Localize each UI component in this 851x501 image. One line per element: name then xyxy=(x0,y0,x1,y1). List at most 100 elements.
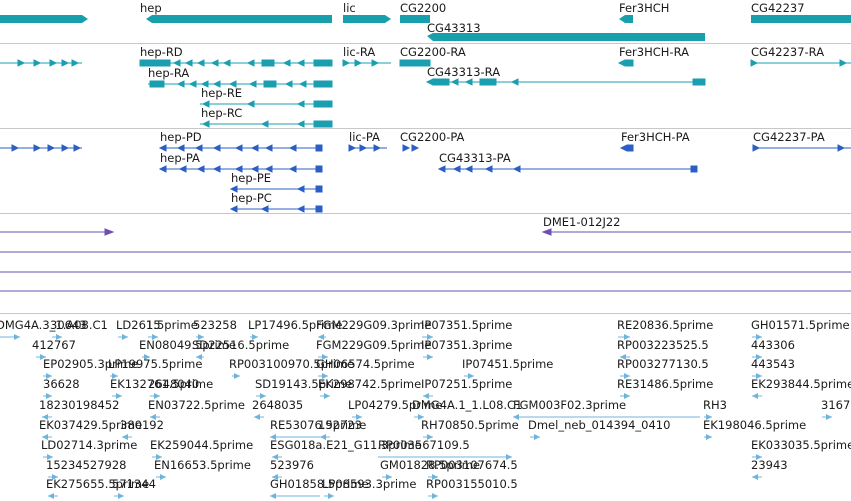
est-feature[interactable] xyxy=(150,414,160,420)
transcript-track: hep-RD hep-RA hep-RE hep-RC lic-RA CG220… xyxy=(0,44,851,128)
est-feature[interactable] xyxy=(464,373,474,379)
est-feature[interactable] xyxy=(428,474,438,480)
est-feature[interactable] xyxy=(422,334,433,340)
est-feature[interactable] xyxy=(43,393,52,399)
gene-cg2200-bar[interactable] xyxy=(400,15,430,23)
est-feature[interactable] xyxy=(378,454,512,460)
est-feature[interactable] xyxy=(156,474,166,480)
est-feature[interactable] xyxy=(618,334,630,340)
est-feature[interactable] xyxy=(530,434,540,440)
gene-bar[interactable] xyxy=(0,15,88,23)
est-feature[interactable] xyxy=(620,373,630,379)
est-feature[interactable] xyxy=(428,493,438,499)
est-feature[interactable] xyxy=(423,393,433,399)
est-feature[interactable] xyxy=(150,393,160,399)
est-feature[interactable] xyxy=(270,493,320,499)
gene-hep-bar[interactable] xyxy=(146,15,332,23)
est-feature[interactable] xyxy=(423,434,433,440)
est-feature[interactable] xyxy=(513,414,700,420)
est-feature[interactable] xyxy=(42,434,52,440)
protein-track: hep-PD hep-PA hep-PE hep-PC lic-PA CG220… xyxy=(0,129,851,213)
est-feature[interactable] xyxy=(122,434,132,440)
est-label: LP17496.5prime xyxy=(248,318,343,332)
est-feature[interactable] xyxy=(250,334,258,340)
est-feature[interactable] xyxy=(48,474,58,480)
est-label: 571344 xyxy=(112,477,156,491)
est-feature[interactable] xyxy=(272,474,282,480)
est-feature[interactable] xyxy=(254,414,264,420)
est-feature[interactable] xyxy=(320,393,330,399)
est-label: LP19975.5prime xyxy=(108,357,203,371)
est-label: 443306 xyxy=(751,338,795,352)
est-feature[interactable] xyxy=(704,434,712,440)
est-feature[interactable] xyxy=(272,454,282,460)
est-feature[interactable] xyxy=(318,334,326,340)
est-feature[interactable] xyxy=(52,334,62,340)
est-feature[interactable] xyxy=(414,414,424,420)
est-label: RE53076.5prime xyxy=(270,418,367,432)
est-label: 192723 xyxy=(318,418,362,432)
est-feature[interactable] xyxy=(752,373,762,379)
est-label: 443543 xyxy=(751,357,795,371)
est-feature[interactable] xyxy=(43,373,52,379)
est-feature[interactable] xyxy=(196,354,204,360)
transcript-hep-rc-label: hep-RC xyxy=(201,106,243,120)
gene-fer3hch-bar[interactable] xyxy=(619,15,633,23)
est-feature[interactable] xyxy=(270,434,320,440)
gene-lic-bar[interactable] xyxy=(343,15,391,23)
est-feature[interactable] xyxy=(196,334,204,340)
est-label: 36628 xyxy=(43,377,80,391)
est-feature[interactable] xyxy=(752,474,762,480)
est-feature[interactable] xyxy=(704,414,712,420)
est-feature[interactable] xyxy=(320,434,330,440)
est-label: 2648040 xyxy=(148,377,200,391)
est-label: EK298742.5prime xyxy=(318,377,422,391)
est-feature[interactable] xyxy=(352,414,362,420)
est-label: RE20836.5prime xyxy=(617,318,714,332)
est-feature[interactable] xyxy=(118,334,128,340)
est-feature[interactable] xyxy=(423,354,433,360)
est-feature[interactable] xyxy=(620,354,630,360)
est-label: 523976 xyxy=(270,458,314,472)
est-feature[interactable] xyxy=(382,474,392,480)
transcript-fer3hch-ra-label: Fer3HCH-RA xyxy=(619,45,689,59)
est-feature[interactable] xyxy=(110,373,118,379)
est-label: IP07351.5prime xyxy=(421,318,513,332)
est-label: LP08593.3prime xyxy=(322,477,417,491)
est-label: 1.5prime xyxy=(146,318,198,332)
est-feature[interactable] xyxy=(142,354,150,360)
est-feature[interactable] xyxy=(232,373,240,379)
transcript-track-glyphs xyxy=(0,59,851,128)
est-feature[interactable] xyxy=(148,334,158,340)
est-feature[interactable] xyxy=(752,334,762,340)
est-feature[interactable] xyxy=(36,354,46,360)
est-feature[interactable] xyxy=(752,393,762,399)
est-label: RH70850.5prime xyxy=(421,418,519,432)
est-feature[interactable] xyxy=(324,493,334,499)
est-feature[interactable] xyxy=(620,393,630,399)
est-feature[interactable] xyxy=(114,493,124,499)
est-feature[interactable] xyxy=(0,334,20,340)
est-label: ESG018a.E21_G11.3prime xyxy=(270,438,422,452)
est-feature[interactable] xyxy=(318,354,328,360)
est-feature[interactable] xyxy=(152,454,162,460)
est-feature[interactable] xyxy=(752,454,762,460)
track-divider xyxy=(0,43,851,44)
est-feature[interactable] xyxy=(822,414,832,420)
est-feature[interactable] xyxy=(42,414,52,420)
est-label: 523258 xyxy=(193,318,237,332)
track-divider xyxy=(0,128,851,129)
est-label: 412767 xyxy=(32,338,76,352)
est-feature[interactable] xyxy=(752,354,762,360)
est-feature[interactable] xyxy=(43,454,53,460)
gene-track: hep lic CG2200 CG43313 Fer3HCH CG42237 xyxy=(0,0,851,41)
est-label: RP003155010.5 xyxy=(426,477,518,491)
gene-cg43313-bar[interactable] xyxy=(427,33,705,41)
est-feature[interactable] xyxy=(48,493,58,499)
est-feature[interactable] xyxy=(112,393,122,399)
est-feature[interactable] xyxy=(318,373,328,379)
est-feature[interactable] xyxy=(256,393,266,399)
protein-fer3hch-pa-label: Fer3HCH-PA xyxy=(621,130,690,144)
gene-cg42237-bar[interactable] xyxy=(751,15,851,23)
